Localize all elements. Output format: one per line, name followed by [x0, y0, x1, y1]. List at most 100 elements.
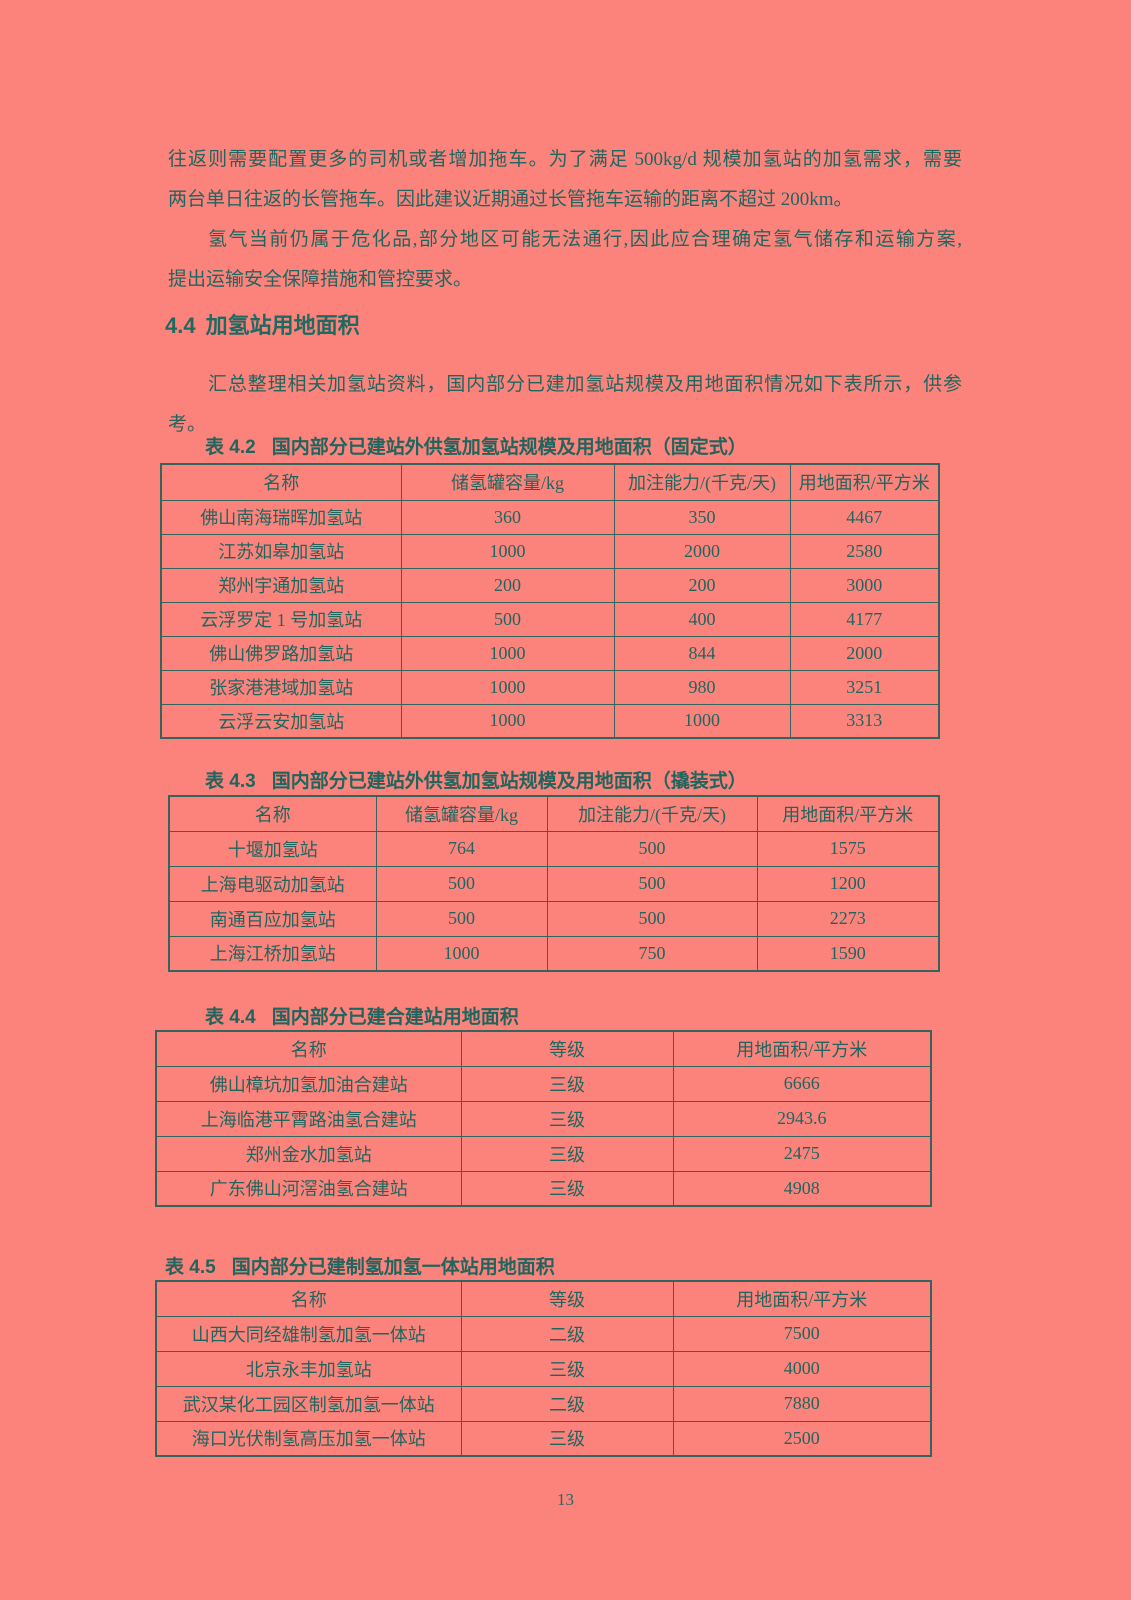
- section-title: 加氢站用地面积: [205, 313, 360, 338]
- cell-refuel-capability: 1000: [613, 703, 791, 739]
- table-row: 北京永丰加氢站 三级 4000: [155, 1350, 932, 1387]
- cell-grade: 二级: [460, 1385, 674, 1422]
- cell-refuel-capability: 750: [546, 935, 758, 972]
- cell-station-name: 海口光伏制氢高压加氢一体站: [155, 1420, 462, 1457]
- table-header-cell: 用地面积/平方米: [672, 1030, 932, 1067]
- table-4-2: 名称 储氢罐容量/kg 加注能力/(千克/天) 用地面积/平方米 佛山南海瑞晖加氢站 …: [160, 463, 940, 739]
- cell-station-name: 郑州金水加氢站: [155, 1135, 462, 1172]
- cell-station-name: 北京永丰加氢站: [155, 1350, 462, 1387]
- cell-land-area: 3251: [789, 669, 940, 705]
- cell-land-area: 7880: [672, 1385, 932, 1422]
- cell-land-area: 4908: [672, 1170, 932, 1207]
- cell-grade: 三级: [460, 1170, 674, 1207]
- table-header-row: 名称 等级 用地面积/平方米: [155, 1030, 932, 1067]
- table-row: 武汉某化工园区制氢加氢一体站 二级 7880: [155, 1385, 932, 1422]
- table-row: 广东佛山河滘油氢合建站 三级 4908: [155, 1170, 932, 1207]
- cell-station-name: 武汉某化工园区制氢加氢一体站: [155, 1385, 462, 1422]
- table-row: 江苏如皋加氢站 1000 2000 2580: [160, 533, 940, 569]
- cell-land-area: 1200: [756, 865, 940, 902]
- cell-refuel-capability: 350: [613, 499, 791, 535]
- table-header-cell: 等级: [460, 1280, 674, 1317]
- table-header-cell: 储氢罐容量/kg: [400, 463, 615, 501]
- cell-tank-capacity: 500: [400, 601, 615, 637]
- cell-tank-capacity: 1000: [400, 703, 615, 739]
- table-4-3-caption: 表 4.3 国内部分已建站外供氢加氢站规模及用地面积（撬装式）: [205, 766, 747, 793]
- cell-refuel-capability: 400: [613, 601, 791, 637]
- table-caption-label: 表 4.2: [205, 437, 256, 458]
- cell-refuel-capability: 844: [613, 635, 791, 671]
- cell-refuel-capability: 500: [546, 900, 758, 937]
- table-header-row: 名称 储氢罐容量/kg 加注能力/(千克/天) 用地面积/平方米: [160, 463, 940, 501]
- cell-grade: 二级: [460, 1315, 674, 1352]
- cell-land-area: 3000: [789, 567, 940, 603]
- table-header-row: 名称 等级 用地面积/平方米: [155, 1280, 932, 1317]
- table-row: 佛山樟坑加氢加油合建站 三级 6666: [155, 1065, 932, 1102]
- cell-land-area: 1590: [756, 935, 940, 972]
- table-caption-title: 国内部分已建站外供氢加氢站规模及用地面积（固定式）: [271, 437, 747, 458]
- section-heading: 4.4 加氢站用地面积: [165, 308, 360, 340]
- table-header-cell: 名称: [155, 1030, 462, 1067]
- table-caption-label: 表 4.4: [205, 1007, 256, 1028]
- cell-station-name: 上海电驱动加氢站: [168, 865, 377, 902]
- cell-land-area: 3313: [789, 703, 940, 739]
- cell-grade: 三级: [460, 1065, 674, 1102]
- cell-station-name: 郑州宇通加氢站: [160, 567, 402, 603]
- table-row: 佛山南海瑞晖加氢站 360 350 4467: [160, 499, 940, 535]
- table-header-cell: 等级: [460, 1030, 674, 1067]
- cell-tank-capacity: 500: [375, 900, 548, 937]
- cell-land-area: 4177: [789, 601, 940, 637]
- cell-refuel-capability: 200: [613, 567, 791, 603]
- cell-tank-capacity: 1000: [400, 635, 615, 671]
- cell-land-area: 2500: [672, 1420, 932, 1457]
- table-header-cell: 加注能力/(千克/天): [546, 795, 758, 832]
- cell-station-name: 张家港港域加氢站: [160, 669, 402, 705]
- section-number: 4.4: [165, 313, 196, 338]
- table-row: 上海临港平霄路油氢合建站 三级 2943.6: [155, 1100, 932, 1137]
- cell-grade: 三级: [460, 1100, 674, 1137]
- cell-tank-capacity: 1000: [400, 533, 615, 569]
- cell-grade: 三级: [460, 1135, 674, 1172]
- table-caption-label: 表 4.5: [165, 1257, 216, 1278]
- cell-station-name: 佛山佛罗路加氢站: [160, 635, 402, 671]
- table-4-4-caption: 表 4.4 国内部分已建合建站用地面积: [205, 1002, 519, 1029]
- table-4-2-caption: 表 4.2 国内部分已建站外供氢加氢站规模及用地面积（固定式）: [205, 432, 747, 459]
- cell-station-name: 佛山樟坑加氢加油合建站: [155, 1065, 462, 1102]
- cell-tank-capacity: 200: [400, 567, 615, 603]
- table-header-row: 名称 储氢罐容量/kg 加注能力/(千克/天) 用地面积/平方米: [168, 795, 940, 832]
- table-row: 云浮云安加氢站 1000 1000 3313: [160, 703, 940, 739]
- cell-tank-capacity: 764: [375, 830, 548, 867]
- cell-station-name: 十堰加氢站: [168, 830, 377, 867]
- paragraph-line: 提出运输安全保障措施和管控要求。: [168, 269, 473, 290]
- cell-refuel-capability: 500: [546, 830, 758, 867]
- table-row: 郑州宇通加氢站 200 200 3000: [160, 567, 940, 603]
- paragraph-hazard: 氢气当前仍属于危化品,部分地区可能无法通行,因此应合理确定氢气储存和运输方案, …: [168, 220, 962, 300]
- table-row: 上海江桥加氢站 1000 750 1590: [168, 935, 940, 972]
- cell-land-area: 7500: [672, 1315, 932, 1352]
- cell-station-name: 上海临港平霄路油氢合建站: [155, 1100, 462, 1137]
- paragraph-line: 往返则需要配置更多的司机或者增加拖车。为了满足 500kg/d 规模加氢站的加氢…: [168, 149, 962, 170]
- cell-land-area: 2475: [672, 1135, 932, 1172]
- table-4-5: 名称 等级 用地面积/平方米 山西大同经雄制氢加氢一体站 二级 7500 北京永丰加…: [155, 1280, 932, 1457]
- table-caption-title: 国内部分已建站外供氢加氢站规模及用地面积（撬装式）: [271, 771, 747, 792]
- table-header-cell: 用地面积/平方米: [756, 795, 940, 832]
- cell-land-area: 2580: [789, 533, 940, 569]
- table-header-cell: 用地面积/平方米: [789, 463, 940, 501]
- cell-refuel-capability: 500: [546, 865, 758, 902]
- paragraph-line: 氢气当前仍属于危化品,部分地区可能无法通行,因此应合理确定氢气储存和运输方案,: [208, 229, 962, 250]
- table-row: 海口光伏制氢高压加氢一体站 三级 2500: [155, 1420, 932, 1457]
- cell-station-name: 山西大同经雄制氢加氢一体站: [155, 1315, 462, 1352]
- table-row: 南通百应加氢站 500 500 2273: [168, 900, 940, 937]
- table-row: 佛山佛罗路加氢站 1000 844 2000: [160, 635, 940, 671]
- table-header-cell: 名称: [155, 1280, 462, 1317]
- paragraph-line: 汇总整理相关加氢站资料，国内部分已建加氢站规模及用地面积情况如下表所示，供参: [208, 374, 962, 395]
- cell-station-name: 广东佛山河滘油氢合建站: [155, 1170, 462, 1207]
- cell-land-area: 2273: [756, 900, 940, 937]
- table-header-cell: 名称: [160, 463, 402, 501]
- table-header-cell: 储氢罐容量/kg: [375, 795, 548, 832]
- paragraph-line: 两台单日往返的长管拖车。因此建议近期通过长管拖车运输的距离不超过 200km。: [168, 189, 853, 210]
- table-row: 山西大同经雄制氢加氢一体站 二级 7500: [155, 1315, 932, 1352]
- table-row: 云浮罗定 1 号加氢站 500 400 4177: [160, 601, 940, 637]
- table-row: 上海电驱动加氢站 500 500 1200: [168, 865, 940, 902]
- paragraph-transport: 往返则需要配置更多的司机或者增加拖车。为了满足 500kg/d 规模加氢站的加氢…: [168, 140, 962, 220]
